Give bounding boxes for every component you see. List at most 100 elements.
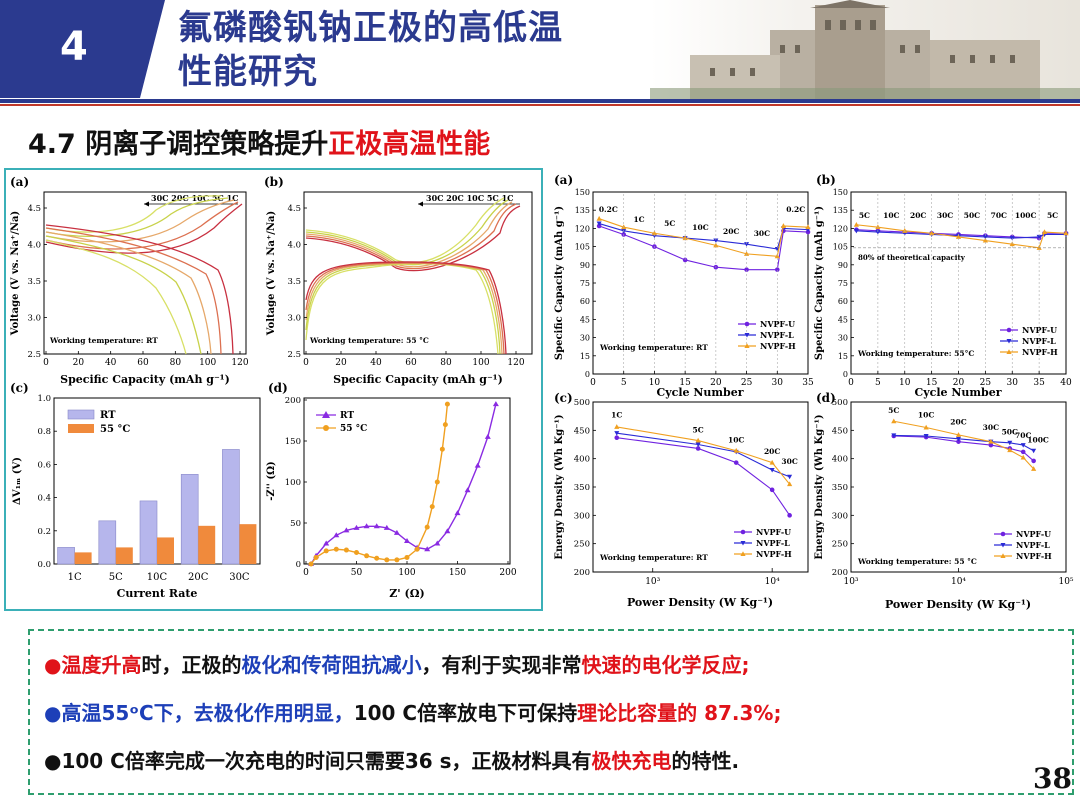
rc-legend-text: NVPF-U — [756, 527, 791, 537]
ra-ytick: 150 — [575, 188, 590, 197]
ra-xtick: 5 — [621, 378, 627, 388]
d-ytick: 150 — [285, 437, 301, 447]
rb-rate-label: 70C — [991, 211, 1007, 220]
page-title: 氟磷酸钒钠正极的高低温 性能研究 — [178, 6, 563, 94]
bullet-1-part-5: 快速的电化学反应; — [581, 653, 750, 677]
bullet-line-3: ●100 C倍率完成一次充电的时间只需要36 s，正极材料具有极快充电的特性. — [44, 745, 739, 774]
bullet-dot-3: ● — [44, 749, 62, 773]
rd-point — [1031, 448, 1037, 454]
eis-point-55c — [333, 546, 339, 552]
eis-point-rt — [464, 487, 471, 493]
section-number: 4 — [60, 24, 88, 70]
panel-rd-xlabel: Power Density (W Kg⁻¹) — [885, 598, 1031, 611]
a-left-ytick: 2.5 — [27, 350, 41, 360]
section-badge-shape — [0, 0, 165, 98]
rd-legend-marker — [1000, 553, 1006, 558]
panel-b-note: Working temperature: 55 °C — [309, 336, 429, 345]
a-charge-5c — [45, 201, 239, 250]
left-figure: (a) 30C 20C 10C 5C 1C Working temperatur… — [10, 175, 533, 600]
panel-rb-label: (b) — [816, 173, 836, 187]
page-title-line1: 氟磷酸钒钠正极的高低温 — [178, 8, 563, 48]
rc-ytick: 450 — [574, 426, 590, 436]
rc-point — [733, 460, 739, 465]
rd-point — [891, 433, 897, 438]
panel-a-arrowhead — [144, 201, 149, 207]
rb-legend-marker — [1006, 349, 1012, 354]
d-ytick: 0 — [296, 560, 301, 570]
a-left-ytick: 4.0 — [27, 241, 41, 251]
rb-rate-label: 10C — [883, 211, 899, 220]
b-left-xtick: 100 — [472, 358, 489, 368]
bullet-1-part-4: ，有利于实现非常 — [421, 653, 582, 677]
rb-ytick: 120 — [833, 224, 848, 233]
rd-xtick: 10⁵ — [1058, 577, 1073, 587]
panel-rb-yticks: 0 15 30 45 60 75 90 105 120 135 150 — [833, 188, 854, 379]
rc-ytick: 350 — [574, 483, 590, 493]
eis-point-rt — [373, 523, 380, 529]
rd-point — [1020, 443, 1026, 448]
a-discharge-5c — [45, 227, 222, 355]
a-discharge-1c — [45, 224, 234, 355]
ra-ytick: 15 — [580, 352, 590, 361]
panel-b-label: (b) — [264, 175, 284, 189]
ra-legend-marker — [744, 321, 750, 327]
bullet-line-1: ●温度升高时，正极的极化和传荷阻抗减小，有利于实现非常快速的电化学反应; — [44, 649, 749, 678]
rb-ytick: 105 — [833, 243, 848, 252]
c-ytick: 0.2 — [37, 527, 51, 537]
ra-ytick: 90 — [580, 261, 590, 270]
ra-legend-text: NVPF-U — [760, 319, 795, 329]
eis-point-55c — [354, 550, 359, 556]
b-discharge-1c — [305, 261, 507, 355]
rd-point — [956, 436, 961, 442]
eis-point-55c — [394, 557, 400, 563]
panel-rb-note: Working temperature: 55°C — [857, 349, 974, 358]
panel-b-yticks: 2.5 3.0 3.5 4.0 4.5 — [287, 204, 307, 360]
bullet-2-part-3: 理论比容量的 87.3%; — [577, 701, 782, 725]
panel-ra-note: Working temperature: RT — [599, 343, 708, 352]
rb-point — [929, 230, 935, 236]
eis-point-55c — [384, 557, 390, 563]
rd-ytick: 200 — [832, 568, 848, 578]
d-xtick: 200 — [499, 568, 516, 578]
rb-rate-label: 20C — [910, 211, 926, 220]
bullet-1-part-2: 时，正极的 — [141, 653, 242, 677]
rd-point — [956, 439, 961, 444]
ra-ytick: 105 — [575, 243, 590, 252]
ra-xtick: 15 — [679, 378, 691, 388]
ra-point — [744, 267, 749, 272]
bar-rt — [98, 520, 117, 565]
panel-a-label: (a) — [10, 175, 29, 189]
panel-b-left: (b) 30C 20C 10C 5C 1C Working temperatur… — [264, 175, 533, 386]
rc-point — [787, 513, 792, 518]
ra-rate-label: 0.2C — [599, 205, 618, 214]
b-charge-5c — [305, 203, 517, 270]
rc-legend-marker — [740, 551, 746, 556]
rc-ytick: 400 — [574, 455, 590, 465]
panel-c-bars — [57, 449, 257, 565]
bullet-dot-2: ● — [44, 701, 62, 725]
rb-rate-label: 100C — [1015, 211, 1037, 220]
rd-ytick: 500 — [832, 398, 848, 408]
rc-legend-marker — [740, 529, 746, 535]
rc-point — [787, 474, 793, 480]
panel-a-xticks: 0 20 40 60 80 100 120 — [43, 351, 249, 368]
c-ytick: 0.0 — [37, 560, 51, 570]
rd-point — [1031, 458, 1036, 464]
panel-d-legend-rt-marker — [322, 411, 330, 418]
panel-c-xticks: 1C 5C 10C 20C 30C — [68, 572, 250, 583]
rb-xtick: 20 — [953, 378, 965, 388]
panel-rb-xlabel: Cycle Number — [914, 386, 1001, 399]
rc-xtick: 10³ — [645, 577, 660, 587]
rd-point — [923, 434, 929, 439]
bar-rt — [222, 449, 240, 565]
c-ytick: 0.8 — [37, 427, 51, 437]
panel-ra-ylabel: Specific Capacity (mAh g⁻¹) — [554, 206, 565, 360]
a-discharge-30c — [45, 239, 187, 355]
rd-legend-text: NVPF-L — [1016, 540, 1050, 550]
eis-point-55c — [434, 479, 440, 485]
ra-legend-marker — [744, 343, 750, 348]
panel-b-ylabel: Voltage (V vs. Na⁺/Na) — [266, 211, 277, 337]
rd-rate-label: 20C — [950, 417, 966, 426]
